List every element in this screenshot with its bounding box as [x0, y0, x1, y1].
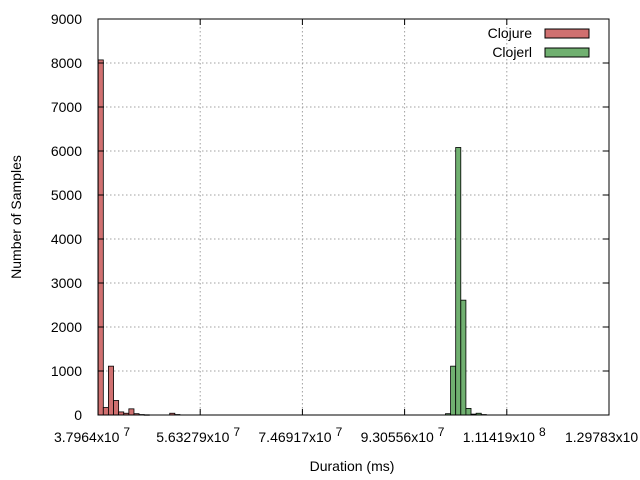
- clojerl-bar: [455, 147, 462, 416]
- x-axis-label: Duration (ms): [310, 458, 395, 474]
- x-tick-mantissa: 7.46917x10: [258, 429, 331, 445]
- x-tick-mantissa: 1.29783x10: [565, 429, 638, 445]
- x-tick-labels: 3.7964x10 7 5.63279x10 7 7.46917x10 7 9.30556x…: [54, 425, 640, 445]
- x-tick-label: 5.63279x10 7: [156, 425, 240, 445]
- x-tick-mantissa: 9.30556x10: [361, 429, 434, 445]
- clojure-bar: [97, 59, 104, 416]
- y-tick-label: 8000: [51, 55, 82, 71]
- y-tick-label: 0: [74, 407, 82, 423]
- x-tick-label: 3.7964x10 7: [54, 425, 130, 445]
- x-tick-label: 1.29783x108: [565, 425, 640, 445]
- y-tick-label: 2000: [51, 319, 82, 335]
- x-tick-mantissa: 1.11419x10: [463, 429, 535, 445]
- clojure-bar: [113, 400, 120, 416]
- legend-swatch: [544, 47, 590, 58]
- legend-swatch: [544, 28, 590, 39]
- clojerl-bar: [460, 299, 467, 416]
- x-tick-label: 9.30556x10 7: [361, 425, 445, 445]
- plot-frame: [97, 18, 610, 416]
- x-tick-exponent: 7: [123, 425, 130, 439]
- ticks: [97, 18, 610, 416]
- grid: [98, 19, 609, 415]
- clojure-bar: [128, 408, 135, 416]
- y-tick-label: 3000: [51, 275, 82, 291]
- bars: [97, 59, 487, 416]
- y-tick-label: 5000: [51, 187, 82, 203]
- x-tick-exponent: 8: [539, 425, 546, 439]
- x-tick-label: 1.11419x10 8: [463, 425, 546, 445]
- y-tick-label: 7000: [51, 99, 82, 115]
- y-tick-label: 6000: [51, 143, 82, 159]
- x-tick-exponent: 7: [336, 425, 343, 439]
- x-tick-mantissa: 5.63279x10: [156, 429, 229, 445]
- y-tick-label: 1000: [51, 363, 82, 379]
- y-axis-label: Number of Samples: [8, 155, 24, 279]
- clojerl-bar: [450, 365, 457, 416]
- clojerl-bar: [465, 407, 472, 416]
- y-tick-label: 9000: [51, 11, 82, 27]
- legend: Clojure Clojerl: [488, 25, 590, 60]
- clojure-bar: [102, 407, 109, 416]
- legend-label: Clojure: [488, 25, 533, 41]
- x-tick-exponent: 7: [233, 425, 240, 439]
- x-tick-label: 7.46917x10 7: [258, 425, 342, 445]
- clojure-bar: [108, 365, 114, 416]
- y-tick-labels: 0 1000 2000 3000 4000 5000 6000 7000 8000 9000: [51, 11, 82, 423]
- x-tick-mantissa: 3.7964x10: [54, 429, 120, 445]
- y-tick-label: 4000: [51, 231, 82, 247]
- x-tick-exponent: 7: [438, 425, 445, 439]
- legend-label: Clojerl: [492, 44, 532, 60]
